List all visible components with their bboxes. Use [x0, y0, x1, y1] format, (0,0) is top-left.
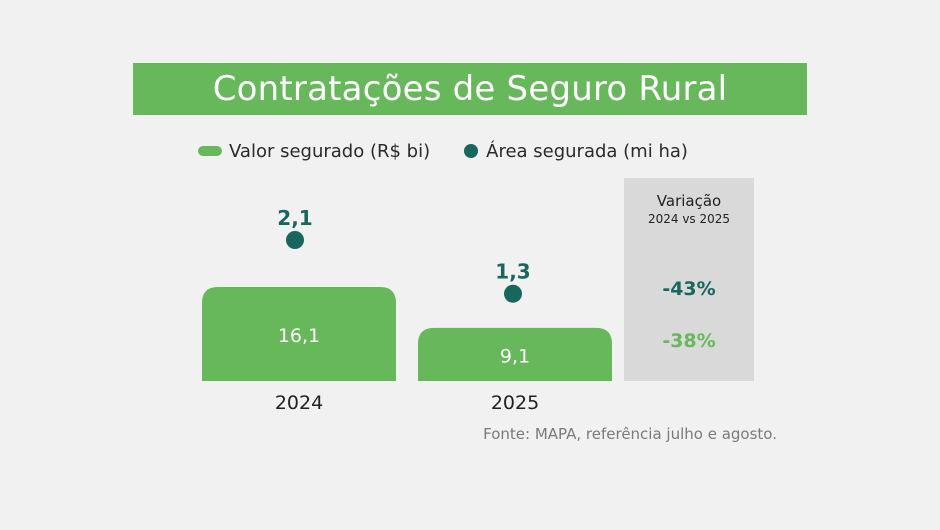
variation-valor-value: -38% — [662, 330, 716, 352]
legend-label-area: Área segurada (mi ha) — [486, 140, 688, 162]
area-value-label-2024: 2,1 — [277, 206, 312, 230]
variation-panel: Variação 2024 vs 2025 -43% -38% — [624, 178, 754, 381]
title-banner: Contratações de Seguro Rural — [133, 63, 807, 115]
bar-value-label-2025: 9,1 — [500, 345, 530, 367]
legend-dot-swatch — [464, 144, 479, 158]
chart-title: Contratações de Seguro Rural — [212, 69, 728, 109]
area-dot-2024 — [286, 231, 304, 249]
bar-2024 — [202, 287, 396, 381]
legend: Valor segurado (R$ bi) Área segurada (mi… — [198, 136, 688, 166]
legend-bar-swatch — [198, 146, 222, 156]
area-dot-2025 — [504, 284, 522, 303]
x-tick-label-2024: 2024 — [275, 392, 323, 414]
variation-area-value: -43% — [662, 278, 716, 300]
legend-label-valor: Valor segurado (R$ bi) — [229, 140, 431, 162]
area-value-label-2025: 1,3 — [495, 260, 530, 284]
bar-value-label-2024: 16,1 — [278, 325, 320, 347]
bar-2025 — [418, 327, 612, 381]
variation-subtitle: 2024 vs 2025 — [647, 212, 731, 226]
legend-item-area: Área segurada (mi ha) — [464, 141, 688, 162]
variation-title: Variação — [656, 192, 722, 210]
legend-item-valor: Valor segurado (R$ bi) — [198, 141, 430, 162]
x-tick-label-2025: 2025 — [491, 392, 539, 414]
source-note: Fonte: MAPA, referência julho e agosto. — [483, 425, 777, 443]
